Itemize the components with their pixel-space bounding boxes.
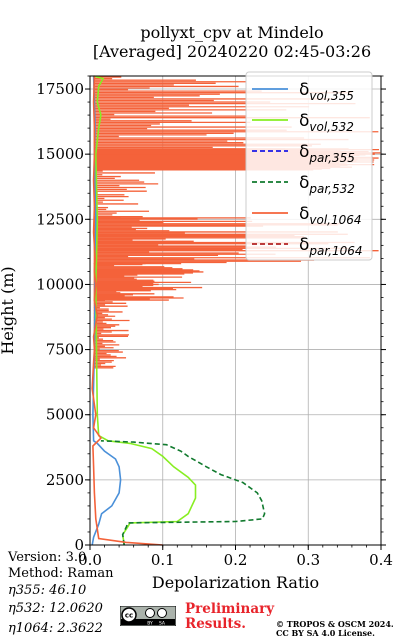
legend-label: δpar,355 xyxy=(299,142,355,165)
x-tick-label: 0.4 xyxy=(369,551,393,569)
y-tick-label: 5000 xyxy=(46,406,84,424)
legend-label: δpar,1064 xyxy=(299,235,363,258)
copyright-notice: © TROPOS & OSCM 2024. CC BY SA 4.0 Licen… xyxy=(276,620,394,638)
svg-text:SA: SA xyxy=(159,621,166,627)
y-tick-label: 7500 xyxy=(46,341,84,359)
svg-text:BY: BY xyxy=(147,621,153,627)
y-tick-label: 12500 xyxy=(36,210,84,228)
eta355-text: η355: 46.10 xyxy=(8,583,87,598)
series-lines xyxy=(91,75,266,546)
axis-ticks: 0.0 0.1 0.2 0.3 0.4 0 2500 5000 7500 10000 12500 15… xyxy=(36,75,393,569)
copyright-line2: CC BY SA 4.0 License. xyxy=(276,628,375,638)
legend: δvol,355 δvol,532 δpar,355 δpar,532 δvol,106… xyxy=(245,71,373,261)
x-tick-label: 0.3 xyxy=(296,551,320,569)
chart-title-line2: [Averaged] 20240220 02:45-03:26 xyxy=(92,42,372,61)
y-tick-label: 0 xyxy=(74,536,84,554)
copyright-line1: © TROPOS & OSCM 2024. xyxy=(276,619,394,629)
preliminary-line2: Results. xyxy=(185,616,246,632)
method-text: Method: Raman xyxy=(8,566,114,581)
x-tick-label: 0.1 xyxy=(151,551,175,569)
y-tick-label: 17500 xyxy=(36,80,84,98)
eta532-text: η532: 12.0620 xyxy=(8,601,103,616)
x-tick-label: 0.0 xyxy=(78,551,102,569)
legend-label: δvol,1064 xyxy=(299,204,362,227)
x-tick-label: 0.2 xyxy=(224,551,248,569)
y-tick-label: 10000 xyxy=(36,275,84,293)
eta1064-text: η1064: 2.3622 xyxy=(8,621,103,636)
y-axis-label: Height (m) xyxy=(0,266,17,354)
preliminary-notice: Preliminary Results. xyxy=(185,602,274,632)
preliminary-line1: Preliminary xyxy=(185,601,275,617)
cc-license-logo: cc BY SA xyxy=(120,606,176,626)
series-line-4 xyxy=(91,75,163,546)
svg-text:cc: cc xyxy=(125,612,133,620)
chart-title-line1: pollyxt_cpv at Mindelo xyxy=(140,23,324,42)
legend-label: δpar,532 xyxy=(299,173,355,196)
series-line-3 xyxy=(100,440,266,546)
y-tick-label: 2500 xyxy=(46,471,84,489)
x-axis-label: Depolarization Ratio xyxy=(152,573,319,592)
legend-label: δvol,532 xyxy=(299,111,354,134)
legend-label: δvol,355 xyxy=(299,80,354,103)
version-text: Version: 3.0 xyxy=(8,550,87,565)
y-tick-label: 15000 xyxy=(36,145,84,163)
